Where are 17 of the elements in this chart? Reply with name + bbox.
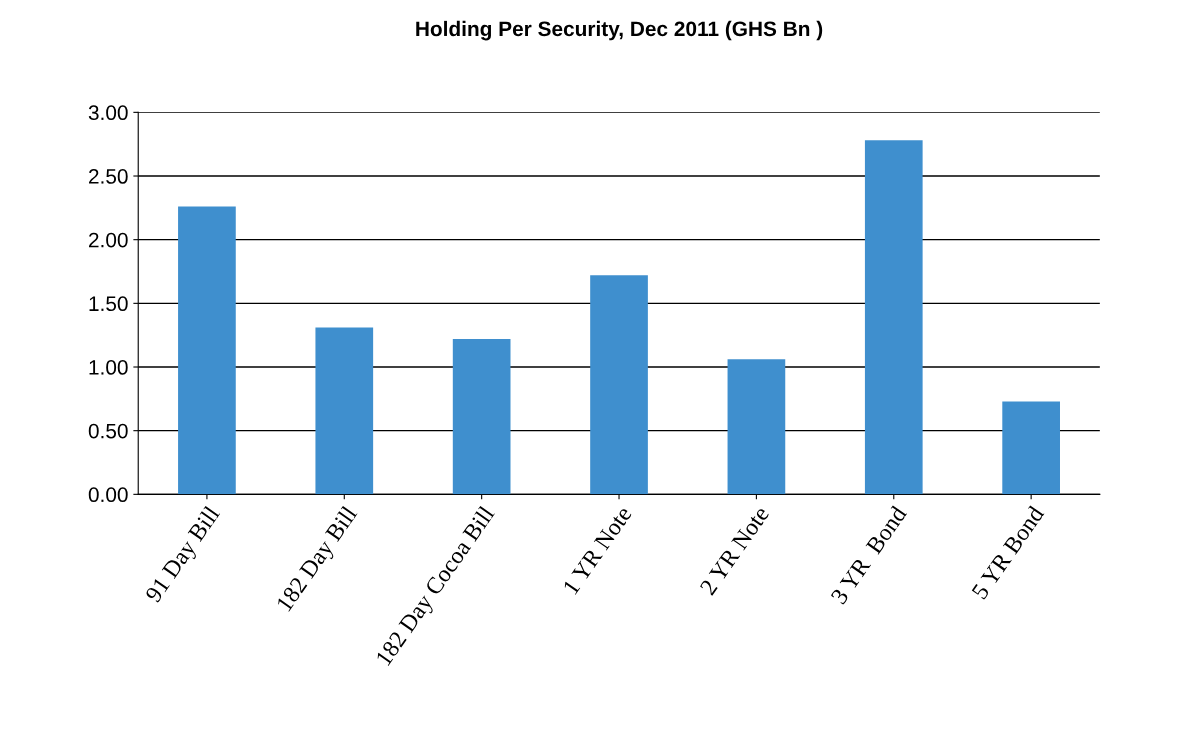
y-tick-label: 2.50: [89, 169, 128, 184]
chart-title: Holding Per Security, Dec 2011 (GHS Bn ): [416, 20, 823, 41]
bar: [315, 327, 374, 495]
y-tick-label: 1.50: [89, 296, 128, 312]
x-tick-label: 91 Day Bill: [144, 504, 225, 607]
y-tick-label: 0.00: [88, 487, 128, 503]
bar: [1002, 401, 1060, 495]
x-tick-label: 182 Day Bill: [275, 504, 362, 615]
y-tick-label: 2.00: [89, 232, 128, 248]
y-tick-label: 3.00: [88, 105, 128, 121]
bar: [452, 339, 511, 495]
y-tick-label: 0.50: [88, 423, 128, 439]
y-tick-label: 1.00: [89, 360, 128, 375]
bar: [727, 359, 786, 495]
bar: [590, 275, 648, 495]
bar: [178, 206, 236, 495]
bar: [864, 140, 923, 495]
